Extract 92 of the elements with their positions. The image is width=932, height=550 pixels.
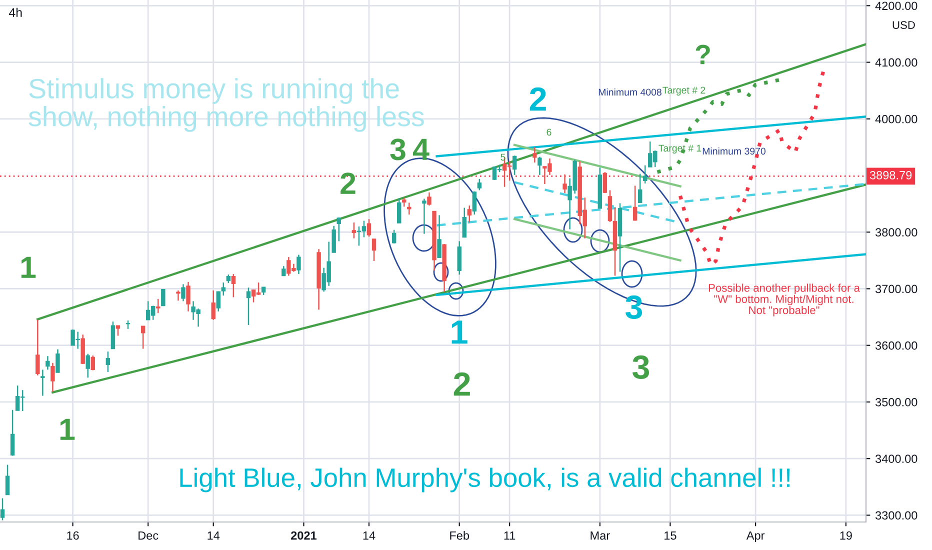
candlestick (512, 155, 517, 176)
annotation: Target # 2 (662, 86, 706, 96)
candlestick (402, 196, 406, 208)
annotation: Minimum 4008 (598, 88, 662, 96)
x-tick-label: Feb (450, 531, 470, 540)
candlestick (643, 164, 648, 184)
candlestick (632, 185, 638, 222)
candlestick (457, 240, 462, 276)
x-tick-label: 14 (363, 531, 376, 540)
x-tick-label: 11 (504, 531, 516, 540)
candlestick (638, 173, 642, 204)
candlestick (352, 222, 356, 239)
x-tick-label: 2021 (291, 531, 317, 540)
candlestick (50, 362, 55, 392)
candlestick (86, 353, 90, 378)
annotation: Target # 1 (658, 144, 702, 154)
candlestick (181, 284, 186, 302)
candlestick (46, 355, 50, 370)
candlestick (5, 464, 10, 496)
annotation: 2 (340, 172, 356, 194)
y-tick-label: 3800.00 (875, 228, 918, 237)
x-tick-label: Dec (138, 531, 158, 540)
annotation: 1 (21, 256, 36, 278)
candlestick (106, 350, 110, 373)
candlestick (56, 348, 60, 374)
candlestick (161, 288, 166, 306)
candlestick (392, 229, 396, 244)
annotation: 2 (530, 87, 546, 111)
candlestick (110, 320, 116, 350)
candlestick (366, 218, 372, 238)
candlestick (477, 178, 482, 191)
annotation: 5 (500, 154, 506, 161)
candlestick (231, 273, 236, 298)
y-tick-label: 4200.00 (875, 2, 918, 10)
candlestick (0, 498, 5, 521)
candlestick (467, 204, 472, 224)
candlestick (472, 190, 477, 216)
x-tick-label: 19 (840, 531, 852, 540)
annotation: 3 (625, 295, 642, 319)
x-tick-label: 15 (664, 531, 676, 540)
candlestick (437, 214, 442, 258)
candlestick (332, 225, 336, 254)
annotation: 3 (390, 138, 406, 160)
candlestick (407, 202, 412, 216)
candlestick (397, 198, 402, 224)
annotation: 1 (60, 418, 75, 440)
candlestick (186, 281, 190, 312)
chart-title: 4h (8, 8, 22, 17)
candlestick (36, 319, 40, 376)
ref-line-label: 3898.79 (870, 171, 912, 180)
text: USD (892, 21, 915, 29)
candlestick (246, 286, 251, 326)
annotation: 3 (632, 355, 650, 379)
x-tick-label: 16 (67, 531, 79, 540)
candlestick (40, 369, 45, 396)
candlestick (562, 174, 567, 194)
candlestick (211, 290, 216, 321)
candlestick (156, 298, 160, 314)
y-tick-label: 4100.00 (875, 58, 918, 67)
candlestick (90, 354, 95, 371)
x-tick-label: Mar (590, 531, 610, 540)
candlestick (422, 198, 426, 234)
y-tick-label: 4000.00 (875, 114, 918, 124)
candlestick (372, 238, 376, 262)
annotation: 2 (454, 372, 470, 396)
annotation: Possible another pullback for a "W" bottom. Might/Might not. Not "probable" (708, 284, 860, 316)
y-tick-label: 3300.00 (875, 511, 918, 520)
candlestick (532, 146, 537, 164)
y-tick-label: 3600.00 (875, 341, 918, 350)
candlestick (462, 207, 466, 238)
y-tick-label: 3500.00 (875, 398, 918, 406)
candlestick (140, 325, 146, 350)
x-tick-label: Apr (746, 531, 765, 542)
annotation: 1 (452, 320, 468, 344)
x-tick-label: 14 (208, 531, 220, 540)
candlestick (176, 290, 180, 302)
candlestick (427, 192, 432, 206)
candlestick (296, 254, 301, 275)
annotation: Stimulus money is running the show, nothing more nothing less (28, 78, 424, 132)
y-tick-label: 3700.00 (875, 284, 918, 294)
candlestick (336, 216, 341, 242)
candlestick (602, 171, 608, 194)
candlestick (538, 156, 542, 176)
candlestick (282, 265, 286, 276)
annotation: ? (696, 44, 710, 64)
annotation: 6 (546, 128, 552, 136)
annotation: Light Blue, John Murphy's book, is a valid channel !!! (180, 468, 790, 492)
annotation: Minimum 3970 (702, 147, 766, 155)
candlestick (116, 324, 120, 336)
annotation: 4 (412, 138, 430, 160)
candlestick (10, 409, 15, 456)
y-tick-label: 3400.00 (875, 454, 918, 463)
